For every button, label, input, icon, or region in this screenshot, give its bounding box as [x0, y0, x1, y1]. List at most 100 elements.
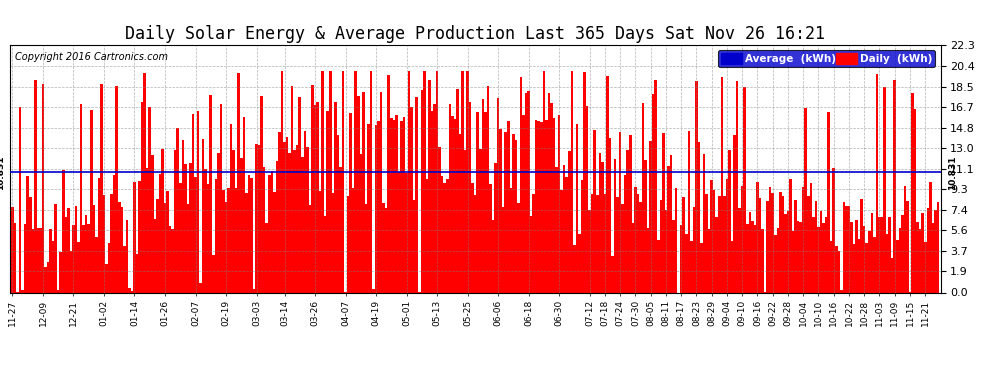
- Bar: [505, 132, 507, 292]
- Bar: [441, 176, 444, 292]
- Bar: [881, 217, 883, 292]
- Bar: [784, 214, 787, 292]
- Bar: [434, 104, 436, 292]
- Bar: [823, 223, 825, 292]
- Bar: [411, 107, 413, 292]
- Bar: [601, 162, 604, 292]
- Bar: [828, 112, 830, 292]
- Bar: [776, 228, 779, 292]
- Bar: [121, 207, 123, 292]
- Bar: [47, 261, 50, 292]
- Bar: [141, 102, 144, 292]
- Bar: [876, 74, 878, 292]
- Bar: [644, 160, 646, 292]
- Bar: [560, 190, 563, 292]
- Bar: [855, 220, 858, 292]
- Bar: [337, 135, 340, 292]
- Text: Copyright 2016 Cartronics.com: Copyright 2016 Cartronics.com: [15, 53, 167, 62]
- Legend: Average  (kWh), Daily  (kWh): Average (kWh), Daily (kWh): [718, 50, 936, 68]
- Bar: [619, 132, 622, 292]
- Bar: [270, 171, 273, 292]
- Bar: [189, 163, 192, 292]
- Bar: [599, 153, 601, 292]
- Bar: [243, 117, 246, 292]
- Bar: [716, 217, 718, 292]
- Bar: [929, 182, 932, 292]
- Bar: [873, 237, 876, 292]
- Bar: [248, 175, 250, 292]
- Bar: [456, 89, 458, 292]
- Bar: [265, 223, 268, 292]
- Bar: [489, 184, 492, 292]
- Bar: [515, 140, 517, 292]
- Bar: [354, 71, 357, 292]
- Bar: [98, 178, 100, 292]
- Bar: [552, 118, 555, 292]
- Bar: [729, 150, 731, 292]
- Text: 10.831: 10.831: [948, 155, 957, 189]
- Bar: [171, 229, 174, 292]
- Bar: [659, 200, 662, 292]
- Bar: [199, 283, 202, 292]
- Bar: [204, 169, 207, 292]
- Bar: [448, 105, 451, 292]
- Bar: [113, 176, 116, 292]
- Bar: [230, 124, 233, 292]
- Bar: [746, 224, 748, 292]
- Bar: [42, 84, 45, 292]
- Bar: [220, 104, 222, 292]
- Bar: [657, 240, 659, 292]
- Bar: [123, 246, 126, 292]
- Bar: [82, 225, 85, 292]
- Bar: [726, 178, 729, 292]
- Bar: [624, 175, 627, 292]
- Bar: [439, 147, 441, 292]
- Bar: [606, 76, 609, 292]
- Bar: [250, 178, 252, 292]
- Bar: [466, 71, 469, 292]
- Bar: [557, 115, 560, 292]
- Bar: [174, 150, 176, 292]
- Bar: [703, 154, 705, 292]
- Bar: [662, 133, 664, 292]
- Bar: [868, 231, 870, 292]
- Bar: [586, 106, 588, 292]
- Bar: [604, 194, 606, 292]
- Bar: [74, 206, 77, 292]
- Bar: [667, 166, 669, 292]
- Bar: [322, 71, 324, 292]
- Bar: [291, 86, 293, 292]
- Bar: [90, 110, 92, 292]
- Bar: [67, 209, 69, 292]
- Bar: [233, 150, 235, 292]
- Bar: [581, 180, 583, 292]
- Bar: [413, 200, 416, 292]
- Bar: [359, 154, 362, 292]
- Bar: [395, 115, 398, 292]
- Bar: [197, 111, 199, 292]
- Bar: [405, 173, 408, 292]
- Bar: [27, 176, 29, 292]
- Bar: [246, 193, 248, 292]
- Bar: [257, 145, 260, 292]
- Bar: [617, 197, 619, 292]
- Bar: [761, 229, 764, 292]
- Bar: [334, 102, 337, 292]
- Bar: [92, 205, 95, 292]
- Bar: [463, 150, 466, 292]
- Bar: [721, 78, 723, 292]
- Bar: [736, 81, 739, 292]
- Bar: [794, 201, 797, 292]
- Bar: [535, 120, 538, 292]
- Title: Daily Solar Energy & Average Production Last 365 Days Sat Nov 26 16:21: Daily Solar Energy & Average Production …: [125, 26, 826, 44]
- Bar: [85, 215, 87, 292]
- Bar: [627, 150, 629, 292]
- Bar: [919, 229, 922, 292]
- Bar: [299, 96, 301, 292]
- Bar: [766, 201, 769, 292]
- Bar: [713, 190, 716, 292]
- Bar: [372, 289, 375, 292]
- Bar: [512, 134, 515, 292]
- Bar: [316, 102, 319, 292]
- Bar: [685, 234, 687, 292]
